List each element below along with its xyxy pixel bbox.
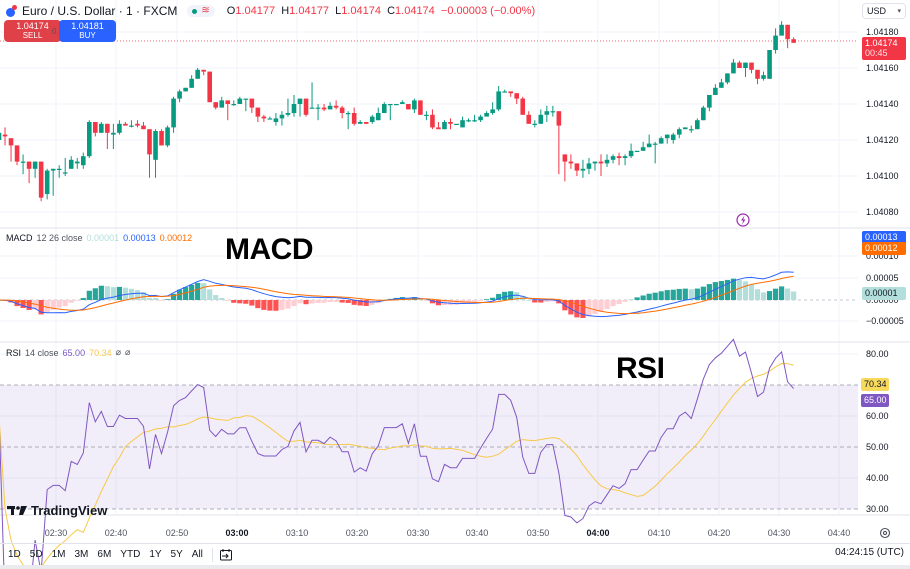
time-tick: 03:50	[526, 528, 550, 538]
time-tick: 03:00	[225, 528, 249, 538]
data-delay-icon: ≋	[201, 5, 210, 16]
last-price-tag: 1.04174 00:45	[862, 37, 906, 60]
rsi-tick: 30.00	[866, 504, 889, 514]
time-tick: 04:20	[707, 528, 731, 538]
rsi-line	[0, 338, 794, 569]
time-tick: 03:30	[406, 528, 430, 538]
macd-value-tag: 0.00013	[862, 231, 906, 244]
rsi-ma-value-tag: 70.34	[861, 378, 889, 391]
time-tick: 03:10	[285, 528, 309, 538]
macd-line	[0, 271, 794, 318]
time-tick: 04:00	[586, 528, 610, 538]
chevron-down-icon: ▾	[897, 8, 901, 15]
range-button-3m[interactable]: 3M	[74, 549, 89, 560]
currency-select[interactable]: USD ▾	[862, 3, 906, 19]
sell-button[interactable]: 1.04174 SELL	[4, 20, 61, 42]
price-tick: 1.04120	[866, 135, 899, 145]
macd-tick: −0.00005	[866, 316, 904, 326]
range-button-1m[interactable]: 1M	[51, 549, 66, 560]
lightning-icon[interactable]	[736, 213, 750, 227]
market-open-icon	[192, 8, 198, 14]
time-tick: 03:40	[465, 528, 489, 538]
rsi-legend[interactable]: RSI 14 close 65.00 70.34 ⌀ ⌀	[6, 347, 131, 358]
tradingview-logo[interactable]: TradingView	[7, 503, 107, 518]
symbol-flag-icon	[6, 5, 18, 17]
range-button-all[interactable]: All	[191, 549, 203, 560]
histogram-value-tag: 0.00001	[862, 287, 906, 300]
footer-strip	[0, 565, 910, 569]
market-status-pill[interactable]: ≋	[187, 5, 215, 17]
range-button-ytd[interactable]: YTD	[120, 549, 141, 560]
rsi-tick: 50.00	[866, 442, 889, 452]
time-tick: 04:40	[827, 528, 851, 538]
time-tick: 03:20	[345, 528, 369, 538]
settings-icon[interactable]	[879, 527, 891, 539]
go-to-date-icon[interactable]	[219, 548, 233, 561]
rsi-tick: 60.00	[866, 411, 889, 421]
symbol-legend[interactable]: Euro / U.S. Dollar · 1 · FXCM ≋ O1.04177…	[6, 4, 535, 18]
range-button-5d[interactable]: 5D	[29, 549, 43, 560]
price-tick: 1.04140	[866, 99, 899, 109]
macd-tick: 0.00000	[866, 295, 899, 305]
time-tick: 02:50	[165, 528, 189, 538]
utc-clock[interactable]: 04:24:15 (UTC)	[835, 547, 904, 558]
rsi-annotation: RSI	[616, 352, 665, 385]
rsi-ma-line	[0, 362, 794, 569]
range-button-1d[interactable]: 1D	[8, 549, 21, 560]
rsi-tick: 40.00	[866, 473, 889, 483]
range-button-6m[interactable]: 6M	[97, 549, 112, 560]
spread-value: 0.7	[52, 27, 64, 36]
macd-histogram	[0, 278, 797, 318]
price-tick: 1.04100	[866, 171, 899, 181]
buy-button[interactable]: 1.04181 BUY	[59, 20, 116, 42]
price-tick: 1.04160	[866, 63, 899, 73]
price-tick: 1.04080	[866, 207, 899, 217]
macd-legend[interactable]: MACD 12 26 close 0.00001 0.00013 0.00012	[6, 233, 193, 243]
ohlc-values: O1.04177 H1.04177 L1.04174 C1.04174 −0.0…	[226, 5, 536, 17]
time-tick: 02:40	[104, 528, 128, 538]
macd-tick: 0.00010	[866, 251, 899, 261]
time-tick: 04:10	[647, 528, 671, 538]
tradingview-logo-icon	[7, 506, 27, 515]
rsi-tick: 80.00	[866, 349, 889, 359]
symbol-title: Euro / U.S. Dollar · 1 · FXCM	[22, 4, 178, 18]
time-tick: 04:30	[767, 528, 791, 538]
signal-value-tag: 0.00012	[862, 242, 906, 255]
candlestick-series	[0, 21, 796, 202]
rsi-value-tag: 65.00	[861, 394, 889, 407]
toolbar-divider	[211, 547, 213, 562]
macd-tick: 0.00005	[866, 273, 899, 283]
time-tick: 02:30	[44, 528, 68, 538]
range-button-5y[interactable]: 5Y	[170, 549, 183, 560]
macd-annotation: MACD	[225, 233, 314, 266]
signal-line	[0, 275, 794, 315]
range-toolbar: 1D 5D 1M 3M 6M YTD 1Y 5Y All	[0, 543, 910, 565]
range-button-1y[interactable]: 1Y	[149, 549, 162, 560]
price-tick: 1.04180	[866, 27, 899, 37]
